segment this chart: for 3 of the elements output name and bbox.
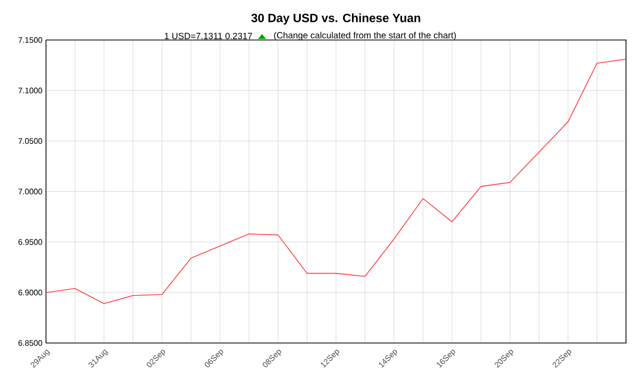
chart-title: 30 Day USD vs. Chinese Yuan <box>251 13 420 25</box>
annotation: (Change calculated from the start of the chart) <box>274 32 456 40</box>
chart-subtitle: 1 USD=7.1311 0.2317 <box>164 32 252 40</box>
